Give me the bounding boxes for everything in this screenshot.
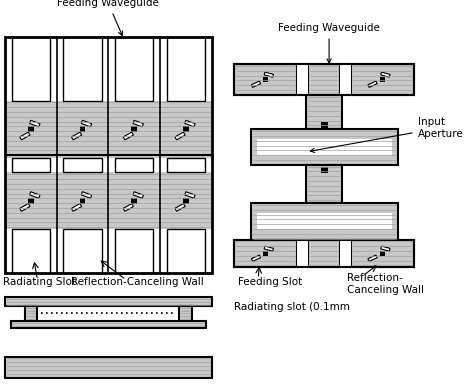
Bar	[5, 297, 212, 306]
Bar	[297, 240, 308, 267]
Bar	[306, 165, 342, 203]
Bar	[5, 172, 212, 229]
Bar	[251, 255, 261, 261]
Bar	[264, 77, 268, 82]
Text: Feeding Waveguide: Feeding Waveguide	[57, 0, 159, 36]
Bar	[340, 240, 351, 267]
Bar	[81, 192, 91, 198]
Text: Input
Aperture: Input Aperture	[310, 117, 464, 152]
Bar	[123, 132, 134, 140]
Bar	[308, 64, 340, 95]
Bar	[175, 132, 185, 140]
Bar	[306, 95, 342, 129]
Bar	[381, 246, 390, 251]
Bar	[264, 246, 273, 251]
Text: Reflection-Canceling Wall: Reflection-Canceling Wall	[71, 277, 204, 287]
Bar	[64, 37, 101, 100]
Bar	[321, 122, 328, 128]
Bar	[297, 64, 308, 95]
Bar	[167, 37, 205, 100]
Bar	[64, 158, 101, 172]
Bar	[28, 126, 34, 132]
Bar	[133, 192, 144, 198]
Bar	[380, 251, 385, 256]
Bar	[80, 126, 85, 132]
Bar	[235, 240, 297, 267]
Bar	[340, 64, 351, 95]
Bar	[81, 120, 91, 127]
Bar	[11, 321, 206, 328]
Bar	[235, 64, 414, 95]
Bar	[5, 37, 212, 273]
Bar	[183, 198, 189, 203]
Bar	[167, 158, 205, 172]
Bar	[115, 37, 154, 100]
Bar	[80, 198, 85, 203]
Bar	[321, 167, 328, 173]
Bar	[72, 132, 82, 140]
Bar	[351, 240, 414, 267]
Bar	[185, 192, 195, 198]
Bar	[5, 37, 212, 273]
Bar	[131, 126, 137, 132]
Text: Feeding Waveguide: Feeding Waveguide	[278, 24, 380, 63]
Bar	[179, 306, 192, 321]
Bar	[167, 229, 205, 273]
Bar	[64, 229, 101, 273]
Bar	[264, 251, 268, 256]
Bar	[381, 72, 390, 77]
Bar	[133, 120, 144, 127]
Bar	[20, 203, 30, 211]
Bar	[183, 126, 189, 132]
Bar	[12, 229, 50, 273]
Bar	[235, 64, 297, 95]
Bar	[29, 120, 40, 127]
Bar	[5, 100, 212, 158]
Text: Feeding Slot: Feeding Slot	[238, 277, 303, 287]
Bar	[20, 132, 30, 140]
Bar	[175, 203, 185, 211]
Bar	[251, 81, 261, 87]
Bar	[368, 255, 377, 261]
Bar	[29, 192, 40, 198]
Bar	[251, 129, 398, 165]
Bar	[235, 240, 414, 267]
Bar	[131, 198, 137, 203]
Text: Radiating slot (0.1mm: Radiating slot (0.1mm	[235, 302, 350, 312]
Bar	[251, 203, 398, 240]
Bar	[72, 203, 82, 211]
Bar	[123, 203, 134, 211]
Bar	[5, 357, 212, 377]
Bar	[264, 72, 273, 77]
Bar	[185, 120, 195, 127]
Bar	[380, 77, 385, 82]
Bar	[25, 306, 37, 321]
Bar	[368, 81, 377, 87]
Bar	[12, 158, 50, 172]
Bar	[115, 158, 154, 172]
Text: Radiating Slot: Radiating Slot	[3, 277, 76, 287]
Bar	[115, 229, 154, 273]
Bar	[351, 64, 414, 95]
Bar	[256, 139, 392, 155]
Bar	[308, 240, 340, 267]
Bar	[12, 37, 50, 100]
Text: Reflection-
Canceling Wall: Reflection- Canceling Wall	[347, 273, 424, 295]
Bar	[256, 213, 392, 229]
Bar	[28, 198, 34, 203]
